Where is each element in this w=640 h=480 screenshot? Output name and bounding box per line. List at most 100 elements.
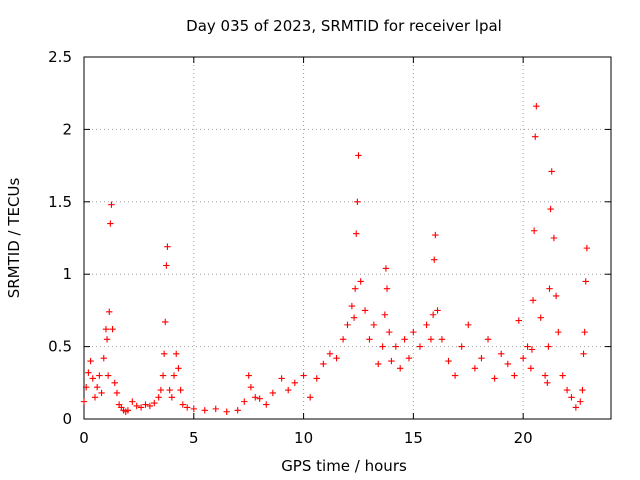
data-point (124, 407, 132, 414)
data-point (108, 201, 115, 208)
data-point (106, 308, 113, 316)
data-point (163, 262, 170, 269)
data-point (568, 394, 575, 401)
data-point (431, 256, 438, 263)
data-points (80, 103, 591, 415)
data-point (164, 243, 171, 250)
data-point (212, 405, 219, 413)
data-point (519, 354, 527, 362)
data-point (184, 404, 191, 411)
data-point (429, 311, 437, 318)
data-point (544, 379, 551, 386)
data-point (397, 365, 404, 372)
data-point (104, 372, 112, 379)
data-point (93, 383, 101, 391)
y-tick-label: 2 (62, 120, 72, 138)
data-point (527, 365, 535, 372)
data-point (133, 402, 140, 410)
grid-lines (84, 57, 611, 419)
data-point (580, 350, 587, 358)
data-point (386, 328, 393, 336)
data-point (173, 350, 180, 358)
data-point (333, 354, 340, 362)
y-tick-label: 1.5 (48, 193, 72, 211)
data-point (423, 321, 430, 329)
data-point (546, 285, 553, 292)
data-point (113, 389, 121, 397)
data-point (582, 278, 589, 285)
data-point (491, 375, 498, 382)
data-point (142, 401, 149, 408)
data-point (155, 394, 162, 401)
data-point (366, 336, 373, 343)
data-point (241, 398, 248, 405)
y-tick-label: 1 (62, 265, 72, 283)
data-point (353, 230, 360, 237)
data-point (100, 354, 107, 362)
data-point (583, 244, 591, 252)
y-tick-label: 0.5 (48, 338, 72, 356)
data-point (146, 402, 154, 410)
data-point (555, 328, 562, 336)
data-point (160, 350, 168, 358)
data-point (504, 360, 511, 368)
data-point (392, 343, 400, 350)
data-point (379, 343, 386, 350)
data-point (89, 375, 96, 382)
data-point (532, 133, 539, 140)
data-point (179, 401, 187, 408)
data-point (405, 354, 413, 362)
data-point (82, 383, 90, 391)
data-point (245, 372, 252, 379)
plot-frame (83, 56, 612, 420)
data-point (552, 292, 560, 300)
data-point (201, 407, 208, 414)
data-point (471, 365, 479, 372)
data-point (375, 360, 382, 368)
data-point (515, 317, 522, 324)
data-point (541, 372, 549, 379)
data-point (370, 321, 378, 329)
data-point (263, 401, 270, 408)
data-point (451, 372, 459, 379)
data-point (351, 285, 359, 292)
x-tick-label: 20 (514, 429, 533, 447)
data-point (581, 328, 588, 336)
data-point (529, 297, 537, 304)
y-tick-label: 0 (62, 410, 72, 428)
data-point (355, 152, 362, 159)
x-tick-label: 10 (294, 429, 313, 447)
data-point (547, 205, 554, 213)
data-point (458, 343, 465, 350)
data-point (252, 394, 259, 401)
data-point (465, 321, 472, 329)
data-point (85, 369, 92, 376)
data-point (157, 386, 165, 394)
data-point (306, 394, 314, 401)
data-point (432, 231, 439, 239)
data-point (109, 326, 116, 333)
data-point (102, 326, 110, 333)
x-tick-label: 15 (404, 429, 423, 447)
data-point (80, 398, 88, 405)
data-point (550, 234, 558, 242)
data-point (410, 328, 417, 336)
data-point (577, 398, 584, 405)
data-point (416, 343, 424, 350)
data-point (170, 372, 178, 379)
data-point (524, 343, 531, 350)
data-point (498, 350, 505, 358)
data-point (381, 311, 389, 318)
x-tick-label: 5 (189, 429, 199, 447)
data-point (348, 302, 356, 310)
data-point (291, 379, 298, 386)
data-point (361, 307, 369, 314)
axis-ticks: 0 0.5 1 1.5 2 2.5 0 5 10 15 20 (48, 48, 611, 447)
x-axis-label: GPS time / hours (281, 457, 407, 475)
data-point (427, 336, 435, 343)
data-point (320, 360, 327, 368)
data-point (559, 372, 566, 379)
data-point (572, 404, 580, 411)
data-point (256, 395, 263, 402)
data-point (537, 314, 544, 321)
